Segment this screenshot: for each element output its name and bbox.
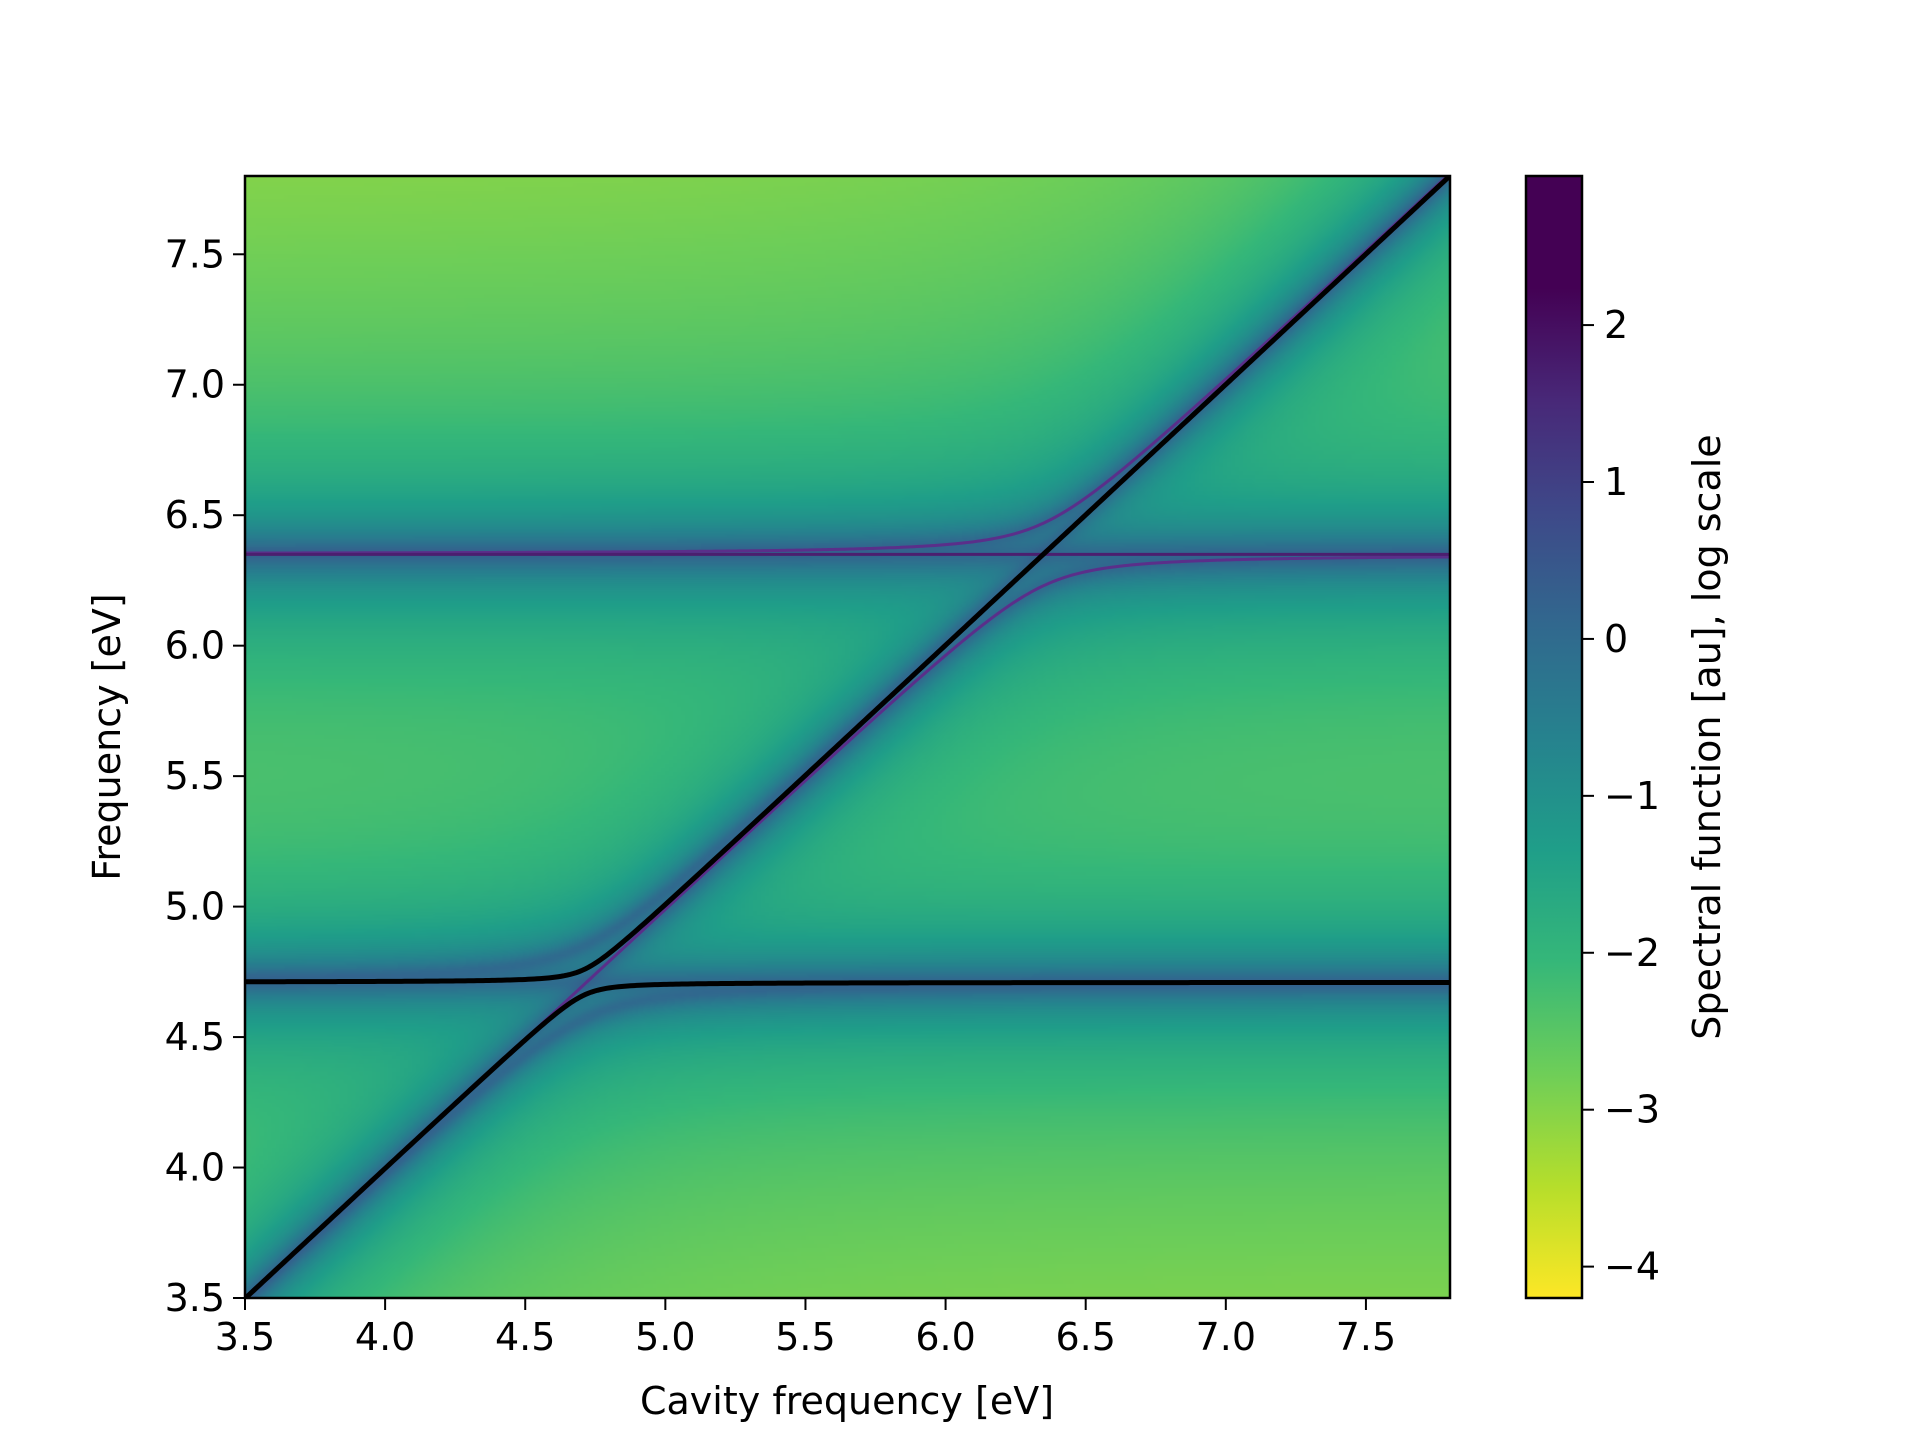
y-tick-label: 4.5: [165, 1015, 225, 1059]
x-tick-label: 6.0: [915, 1315, 975, 1359]
colorbar-tick-label: 1: [1604, 460, 1628, 504]
colorbar-gradient: [1524, 174, 1584, 1300]
colorbar: 2 1 0 −1 −2 −3 −4 Spectral function [au], log …: [1524, 174, 1729, 1300]
x-tick-label: 6.5: [1055, 1315, 1115, 1359]
y-tick-label: 7.0: [165, 363, 225, 407]
colorbar-tick-label: −1: [1604, 774, 1660, 818]
y-tick-label: 5.5: [165, 754, 225, 798]
upper-exciton-upper-branch: [245, 176, 1450, 555]
y-tick-label: 5.0: [165, 885, 225, 929]
upper-polariton-curve: [245, 176, 1450, 985]
y-tick-label: 6.0: [165, 624, 225, 668]
colorbar-label: Spectral function [au], log scale: [1685, 434, 1729, 1039]
x-tick-label: 5.5: [775, 1315, 835, 1359]
colorbar-tick-label: 0: [1604, 617, 1628, 661]
x-tick-label: 4.0: [355, 1315, 415, 1359]
x-tick-label: 3.5: [215, 1315, 275, 1359]
y-tick-label: 3.5: [165, 1276, 225, 1320]
x-tick-label: 7.5: [1336, 1315, 1396, 1359]
x-axis-title: Cavity frequency [eV]: [640, 1379, 1054, 1423]
colorbar-tick-label: −2: [1604, 931, 1660, 975]
colorbar-tick-label: −3: [1604, 1088, 1660, 1132]
y-axis: 3.5 4.0 4.5 5.0 5.5 6.0 6.5 7.0 7.5: [165, 232, 245, 1320]
y-tick-label: 6.5: [165, 493, 225, 537]
x-tick-label: 4.5: [495, 1315, 555, 1359]
x-tick-label: 7.0: [1196, 1315, 1256, 1359]
colorbar-tick-label: −4: [1604, 1245, 1660, 1289]
plot-area: [243, 174, 1452, 1300]
y-axis-title: Frequency [eV]: [85, 593, 129, 880]
colorbar-ticks: 2 1 0 −1 −2 −3 −4: [1582, 303, 1660, 1289]
polariton-curves: [245, 176, 1450, 1298]
colorbar-tick-label: 2: [1604, 303, 1628, 347]
x-axis: 3.5 4.0 4.5 5.0 5.5 6.0 6.5 7.0 7.5: [215, 1298, 1396, 1359]
y-tick-label: 4.0: [165, 1146, 225, 1190]
x-tick-label: 5.0: [635, 1315, 695, 1359]
plot-frame: [243, 174, 1452, 1300]
lower-polariton-curve: [245, 979, 1450, 1298]
y-tick-label: 7.5: [165, 232, 225, 276]
